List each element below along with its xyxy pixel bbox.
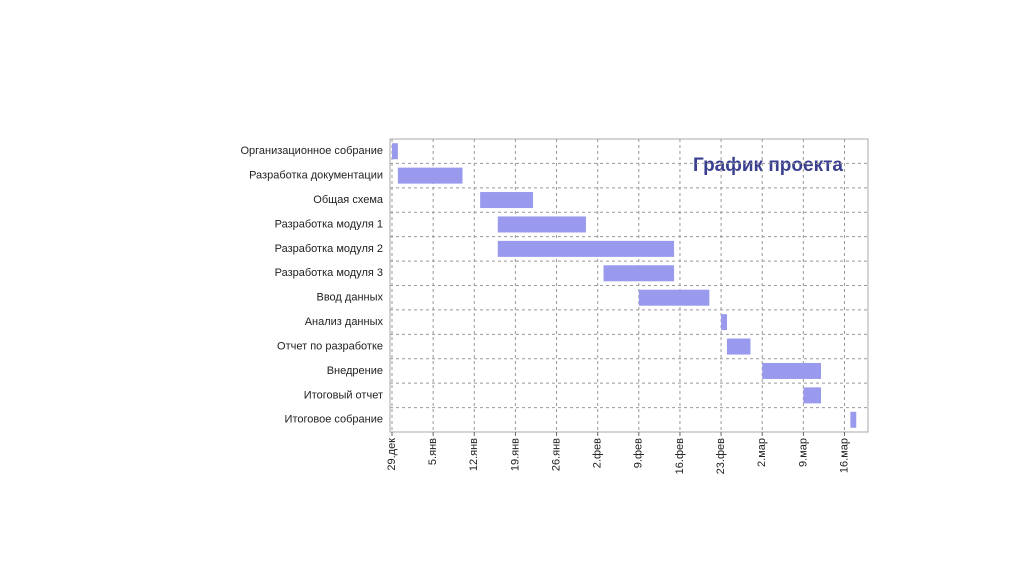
y-tick-label: Разработка модуля 3 xyxy=(275,267,383,279)
bar xyxy=(397,167,463,184)
y-tick-label: Итоговый отчет xyxy=(304,389,383,401)
bar xyxy=(721,314,727,331)
x-tick-label: 29.дек xyxy=(386,438,398,471)
chart-title: График проекта xyxy=(693,155,843,176)
bar xyxy=(497,240,675,257)
y-tick-label: Разработка модуля 1 xyxy=(275,218,383,230)
y-tick-label: Анализ данных xyxy=(305,316,384,328)
y-tick-label: Общая схема xyxy=(313,194,384,206)
x-tick-label: 12.янв xyxy=(468,438,480,471)
bar xyxy=(497,216,586,233)
x-tick-label: 9.мар xyxy=(797,438,809,467)
x-tick-label: 9.фев xyxy=(633,438,645,468)
x-tick-label: 5.янв xyxy=(427,438,439,465)
x-tick-label: 19.янв xyxy=(509,438,521,471)
x-tick-label: 2.мар xyxy=(756,438,768,467)
x-tick-label: 2.фев xyxy=(592,438,604,468)
y-tick-label: Ввод данных xyxy=(317,292,384,304)
x-tick-label: 16.мар xyxy=(838,438,850,473)
y-tick-label: Отчет по разработке xyxy=(277,340,383,352)
bar xyxy=(850,411,857,428)
x-tick-label: 26.янв xyxy=(550,438,562,471)
y-tick-label: Итоговое собрание xyxy=(285,414,383,426)
y-tick-label: Разработка документации xyxy=(249,170,383,182)
bar xyxy=(726,338,751,355)
y-tick-label: Разработка модуля 2 xyxy=(275,243,383,255)
bar xyxy=(392,143,398,160)
x-tick-label: 23.фев xyxy=(715,438,727,474)
bar xyxy=(480,192,534,209)
bar xyxy=(603,265,675,282)
bar xyxy=(638,289,710,306)
x-tick-label: 16.фев xyxy=(674,438,686,474)
y-tick-label: Внедрение xyxy=(327,365,383,377)
bar xyxy=(762,362,821,379)
bar xyxy=(803,387,821,404)
y-tick-label: Организационное собрание xyxy=(240,145,383,157)
